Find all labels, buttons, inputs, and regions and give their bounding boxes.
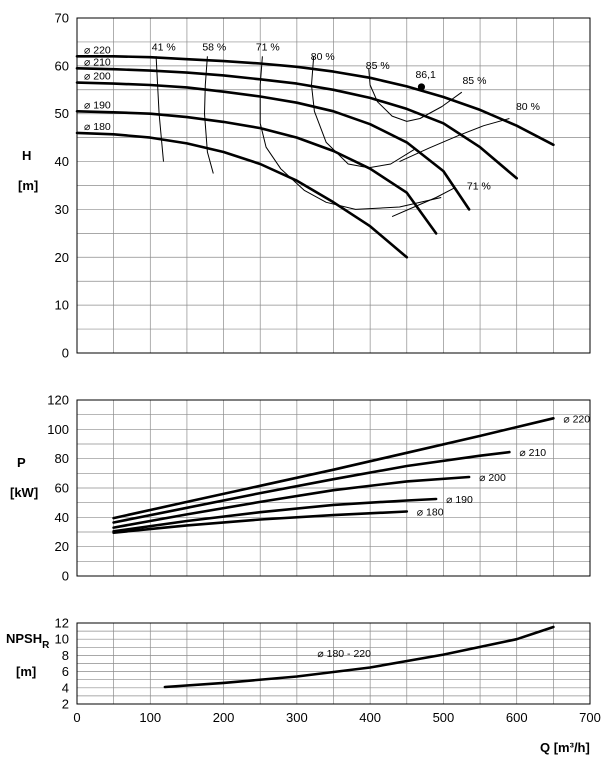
power-grid bbox=[77, 400, 590, 576]
x-tick-label: 200 bbox=[213, 710, 235, 725]
efficiency-line-71 bbox=[391, 187, 455, 218]
y-tick-label: 80 bbox=[55, 451, 69, 466]
curve-label-200: ⌀ 200 bbox=[84, 71, 111, 83]
efficiency-label-80: 80 % bbox=[311, 51, 335, 63]
head-y-axis-label: H bbox=[22, 148, 31, 163]
power-y-axis-unit: [kW] bbox=[10, 485, 38, 500]
y-tick-label: 0 bbox=[62, 346, 69, 361]
bep-label: 86,1 bbox=[415, 69, 436, 81]
y-tick-label: 8 bbox=[62, 648, 69, 663]
power-label-220: ⌀ 220 bbox=[563, 413, 590, 425]
curve-210 bbox=[112, 450, 511, 524]
efficiency-label-80: 80 % bbox=[516, 101, 540, 113]
efficiency-label-71: 71 % bbox=[256, 42, 280, 54]
power-curve-labels: ⌀ 220 ⌀ 210 ⌀ 200 ⌀ 190⌀ 180 bbox=[417, 413, 590, 518]
power-label-210: ⌀ 210 bbox=[519, 447, 546, 459]
x-axis-label: Q [m³/h] bbox=[540, 740, 590, 755]
y-tick-label: 0 bbox=[62, 569, 69, 584]
npsh-frame bbox=[76, 622, 591, 705]
x-tick-label: 100 bbox=[139, 710, 161, 725]
npsh-label-main: NPSH bbox=[6, 631, 42, 646]
x-tick-label: 700 bbox=[579, 710, 601, 725]
power-label-180: ⌀ 180 bbox=[417, 506, 444, 518]
y-tick-label: 120 bbox=[47, 393, 69, 408]
npsh-curves bbox=[163, 625, 555, 689]
y-tick-label: 100 bbox=[47, 422, 69, 437]
head-curve-labels: ⌀ 220⌀ 210 ⌀ 200 ⌀ 190 ⌀ 180 41 % 58 % 71 % 80 … bbox=[84, 42, 540, 193]
curve-190 bbox=[75, 110, 438, 235]
y-tick-label: 60 bbox=[55, 481, 69, 496]
x-tick-label: 0 bbox=[73, 710, 80, 725]
y-tick-label: 30 bbox=[55, 202, 69, 217]
npsh-curve-label: ⌀ 180 - 220 bbox=[317, 648, 371, 660]
head-panel: 0 10 20 30 40 50 60 70 ⌀ 220⌀ 210 ⌀ 200 ⌀ 190 ⌀ 18… bbox=[18, 11, 591, 361]
curve-label-220: ⌀ 220 bbox=[84, 44, 111, 56]
efficiency-line-71 bbox=[259, 56, 442, 210]
x-tick-label: 300 bbox=[286, 710, 308, 725]
x-axis-ticks: 0 100 200 300 400 500 600 700 bbox=[73, 710, 600, 725]
power-label-200: ⌀ 200 bbox=[479, 472, 506, 484]
power-y-ticks: 0 20 40 60 80 100 120 bbox=[47, 393, 69, 584]
curve-180 bbox=[75, 131, 409, 259]
y-tick-label: 40 bbox=[55, 154, 69, 169]
curve-220 bbox=[112, 416, 555, 520]
x-tick-label: 500 bbox=[433, 710, 455, 725]
y-tick-label: 4 bbox=[62, 680, 69, 695]
power-label-190: ⌀ 190 bbox=[446, 494, 473, 506]
efficiency-label-41: 41 % bbox=[152, 42, 176, 54]
y-tick-label: 6 bbox=[62, 664, 69, 679]
curve-label-180: ⌀ 180 bbox=[84, 121, 111, 133]
head-curves bbox=[75, 54, 555, 259]
head-grid bbox=[77, 18, 590, 353]
power-frame bbox=[76, 399, 591, 577]
curve-label-190: ⌀ 190 bbox=[84, 99, 111, 111]
efficiency-label-71: 71 % bbox=[467, 180, 491, 192]
npsh-curve-labels: ⌀ 180 - 220 bbox=[317, 648, 371, 660]
y-tick-label: 12 bbox=[55, 616, 69, 631]
efficiency-label-85-right: 85 % bbox=[462, 75, 486, 87]
power-y-axis-label: P bbox=[17, 455, 26, 470]
curve-200 bbox=[112, 475, 471, 529]
efficiency-line-58 bbox=[204, 56, 214, 174]
npsh-y-axis-unit: [m] bbox=[16, 664, 36, 679]
curve-label-210: ⌀ 210 bbox=[84, 56, 111, 68]
curve-200 bbox=[75, 81, 471, 211]
y-tick-label: 70 bbox=[55, 11, 69, 26]
x-tick-label: 400 bbox=[359, 710, 381, 725]
curve-190 bbox=[112, 497, 438, 533]
y-tick-label: 10 bbox=[55, 298, 69, 313]
head-frame bbox=[76, 17, 591, 354]
y-tick-label: 20 bbox=[55, 539, 69, 554]
y-tick-label: 40 bbox=[55, 510, 69, 525]
head-y-axis-unit: [m] bbox=[18, 178, 38, 193]
best-efficiency-point bbox=[417, 83, 426, 91]
npsh-grid bbox=[77, 623, 590, 704]
npsh-label-sub: R bbox=[42, 640, 50, 651]
y-tick-label: 10 bbox=[55, 632, 69, 647]
curve-180-220 bbox=[163, 625, 555, 689]
power-panel: 0 20 40 60 80 100 120 ⌀ 220 ⌀ 210 ⌀ 200 ⌀ 190⌀ 18… bbox=[10, 393, 591, 584]
y-tick-label: 20 bbox=[55, 250, 69, 265]
x-tick-label: 600 bbox=[506, 710, 528, 725]
curve-210 bbox=[75, 67, 519, 180]
efficiency-line-80 bbox=[399, 118, 510, 163]
npsh-y-axis-label: NPSHR bbox=[6, 631, 50, 651]
efficiency-line-80 bbox=[311, 56, 415, 169]
curve-180 bbox=[112, 510, 409, 535]
curve-220 bbox=[75, 54, 555, 147]
efficiency-label-85: 85 % bbox=[366, 60, 390, 72]
power-curves bbox=[112, 416, 555, 535]
efficiency-line-85 bbox=[368, 68, 463, 122]
efficiency-label-58: 58 % bbox=[202, 42, 226, 54]
y-tick-label: 2 bbox=[62, 697, 69, 712]
y-tick-label: 60 bbox=[55, 58, 69, 73]
y-tick-label: 50 bbox=[55, 106, 69, 121]
head-y-ticks: 0 10 20 30 40 50 60 70 bbox=[55, 11, 69, 361]
